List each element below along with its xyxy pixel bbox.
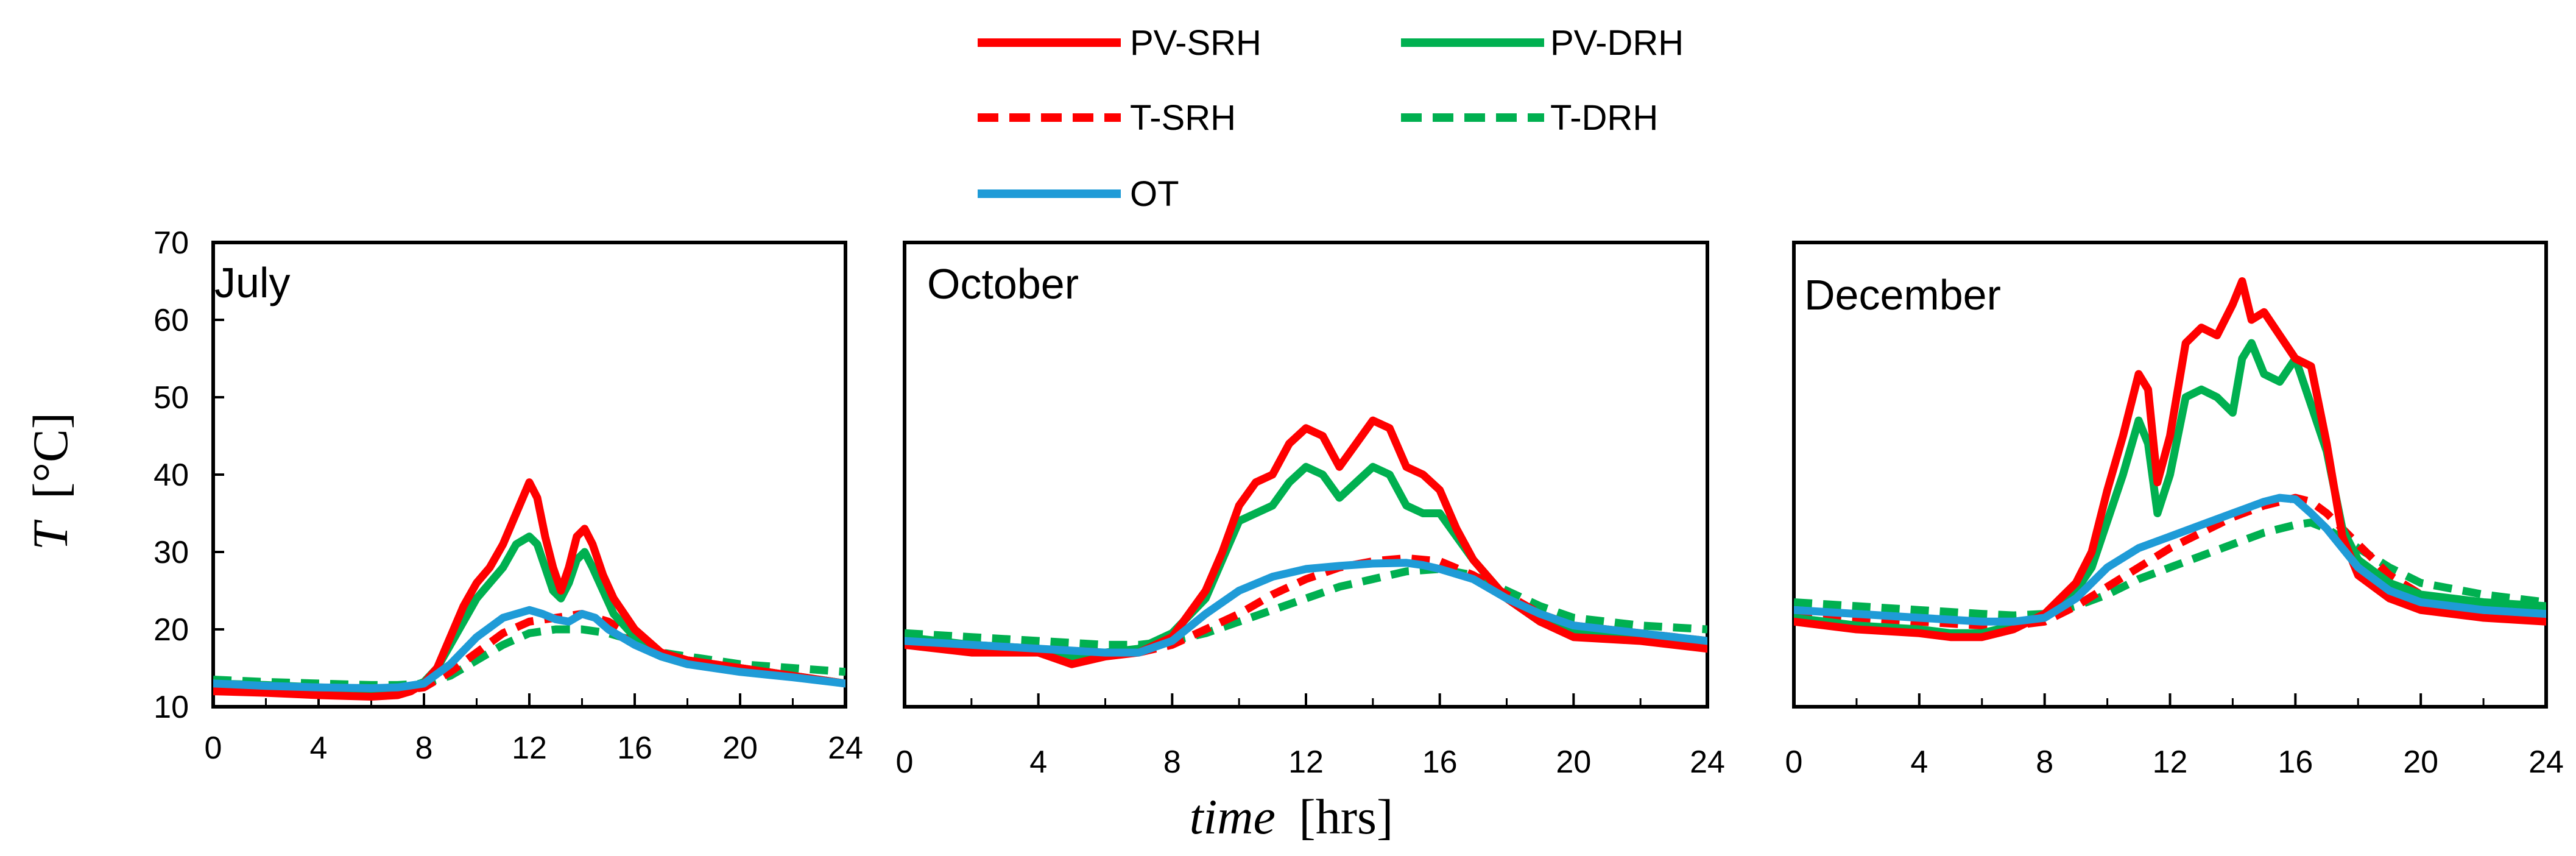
december-x-tick-label: 0 xyxy=(1785,745,1803,780)
october-series-t-drh xyxy=(905,565,1707,649)
legend-label-t-drh: T-DRH xyxy=(1550,98,1658,138)
october-x-tick-label: 20 xyxy=(1556,745,1591,780)
legend-label-pv-drh: PV-DRH xyxy=(1550,23,1684,63)
july-y-tick-label: 30 xyxy=(154,535,189,570)
legend-label-ot: OT xyxy=(1130,174,1179,214)
december-series-ot xyxy=(1794,493,2546,626)
legend: PV-SRH PV-DRH T-SRH T-DRH OT xyxy=(978,23,1684,214)
july-x-tick-label: 0 xyxy=(205,730,222,766)
july-x-tick-label: 12 xyxy=(512,730,547,766)
december-x-tick-label: 16 xyxy=(2278,745,2313,780)
july-y-tick-label: 70 xyxy=(154,225,189,261)
legend-label-t-srh: T-SRH xyxy=(1130,98,1236,138)
july-y-tick-label: 40 xyxy=(154,458,189,493)
december-x-tick-label: 24 xyxy=(2528,745,2564,780)
december-x-tick-label: 4 xyxy=(1910,745,1928,780)
july-x-tick-label: 16 xyxy=(617,730,652,766)
december-series-pv-drh xyxy=(1794,339,2546,637)
december-x-tick-label: 8 xyxy=(2036,745,2053,780)
october-x-tick-label: 24 xyxy=(1690,745,1725,780)
july-series-group xyxy=(213,478,845,701)
panel-july: 0 4 8 12 16 20 24 10 20 30 40 50 60 70 July xyxy=(154,225,863,766)
december-series-group xyxy=(1794,277,2546,642)
december-x-tick-label: 20 xyxy=(2403,745,2438,780)
y-axis-label-unit: [°C] xyxy=(23,412,78,499)
october-x-tick-label: 16 xyxy=(1422,745,1458,780)
july-panel-title: July xyxy=(214,259,290,306)
october-x-tick-label: 12 xyxy=(1288,745,1324,780)
panel-december: 0 4 8 12 16 20 24 December xyxy=(1785,241,2564,780)
july-x-tick-label: 4 xyxy=(310,730,328,766)
x-axis-label: time [hrs] xyxy=(1190,789,1394,844)
july-y-tick-label: 50 xyxy=(154,380,189,416)
july-y-tick-label: 20 xyxy=(154,612,189,648)
july-series-ot xyxy=(213,606,845,692)
panel-october: 0 4 8 12 16 20 24 October xyxy=(896,241,1725,780)
december-series-pv-srh xyxy=(1794,277,2546,642)
october-x-tick-label: 4 xyxy=(1029,745,1047,780)
july-series-pv-srh xyxy=(213,478,845,701)
october-panel-title: October xyxy=(927,260,1079,308)
july-y-tick-label: 10 xyxy=(154,690,189,725)
july-x-tick-label: 8 xyxy=(415,730,433,766)
y-axis-label-symbol: T xyxy=(23,519,78,550)
y-axis-label: T [°C] xyxy=(23,412,78,550)
july-x-tick-label: 24 xyxy=(828,730,863,766)
legend-label-pv-srh: PV-SRH xyxy=(1130,23,1262,63)
july-x-tick-label: 20 xyxy=(722,730,758,766)
july-y-tick-label: 60 xyxy=(154,303,189,338)
x-axis-label-unit: [hrs] xyxy=(1299,789,1393,844)
december-x-tick-label: 12 xyxy=(2153,745,2188,780)
december-series-t-drh xyxy=(1794,518,2546,620)
x-axis-label-symbol: time xyxy=(1190,789,1276,844)
december-panel-title: December xyxy=(1804,271,2001,319)
october-x-tick-label: 0 xyxy=(896,745,914,780)
october-series-ot xyxy=(905,559,1707,657)
october-series-group xyxy=(905,416,1707,668)
october-x-tick-label: 8 xyxy=(1163,745,1181,780)
